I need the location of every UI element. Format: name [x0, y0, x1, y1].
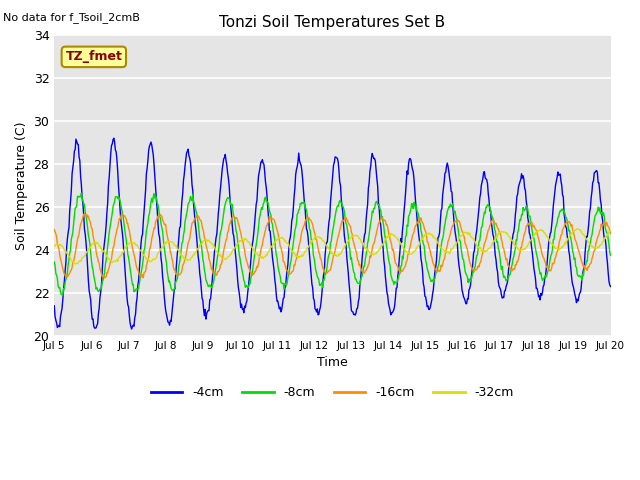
- -32cm: [118, 250, 126, 255]
- -8cm: [607, 252, 614, 258]
- -4cm: [418, 260, 426, 266]
- -16cm: [119, 212, 127, 218]
- -4cm: [402, 191, 410, 197]
- -4cm: [607, 284, 614, 289]
- X-axis label: Time: Time: [317, 356, 348, 369]
- -16cm: [402, 263, 410, 269]
- -16cm: [607, 231, 614, 237]
- -4cm: [128, 326, 136, 332]
- -16cm: [205, 256, 213, 262]
- -32cm: [71, 261, 79, 267]
- -16cm: [100, 275, 108, 281]
- -8cm: [418, 230, 426, 236]
- -16cm: [418, 218, 426, 224]
- -4cm: [110, 135, 118, 141]
- Y-axis label: Soil Temperature (C): Soil Temperature (C): [15, 121, 28, 250]
- -8cm: [119, 214, 127, 220]
- -4cm: [176, 225, 184, 231]
- Line: -4cm: -4cm: [54, 138, 611, 329]
- -32cm: [175, 247, 182, 252]
- -16cm: [61, 271, 68, 277]
- -4cm: [61, 278, 68, 284]
- Title: Tonzi Soil Temperatures Set B: Tonzi Soil Temperatures Set B: [220, 15, 445, 30]
- Line: -16cm: -16cm: [54, 214, 611, 278]
- Line: -32cm: -32cm: [54, 228, 611, 264]
- -4cm: [118, 230, 126, 236]
- Text: No data for f_Tsoil_2cmB: No data for f_Tsoil_2cmB: [3, 12, 140, 23]
- -8cm: [205, 283, 213, 289]
- -32cm: [417, 237, 425, 243]
- -4cm: [205, 308, 213, 313]
- -8cm: [77, 190, 85, 196]
- -32cm: [401, 247, 408, 252]
- -8cm: [51, 259, 58, 265]
- -32cm: [573, 226, 581, 231]
- Line: -8cm: -8cm: [54, 193, 611, 295]
- Text: TZ_fmet: TZ_fmet: [65, 50, 122, 63]
- -16cm: [51, 227, 58, 232]
- -32cm: [204, 238, 212, 243]
- -32cm: [51, 243, 58, 249]
- -16cm: [118, 211, 125, 216]
- -32cm: [607, 228, 614, 233]
- Legend: -4cm, -8cm, -16cm, -32cm: -4cm, -8cm, -16cm, -32cm: [146, 382, 519, 405]
- -8cm: [61, 280, 69, 286]
- -8cm: [402, 234, 410, 240]
- -8cm: [176, 259, 184, 265]
- -32cm: [61, 248, 68, 253]
- -8cm: [59, 292, 67, 298]
- -4cm: [51, 303, 58, 309]
- -16cm: [176, 272, 184, 277]
